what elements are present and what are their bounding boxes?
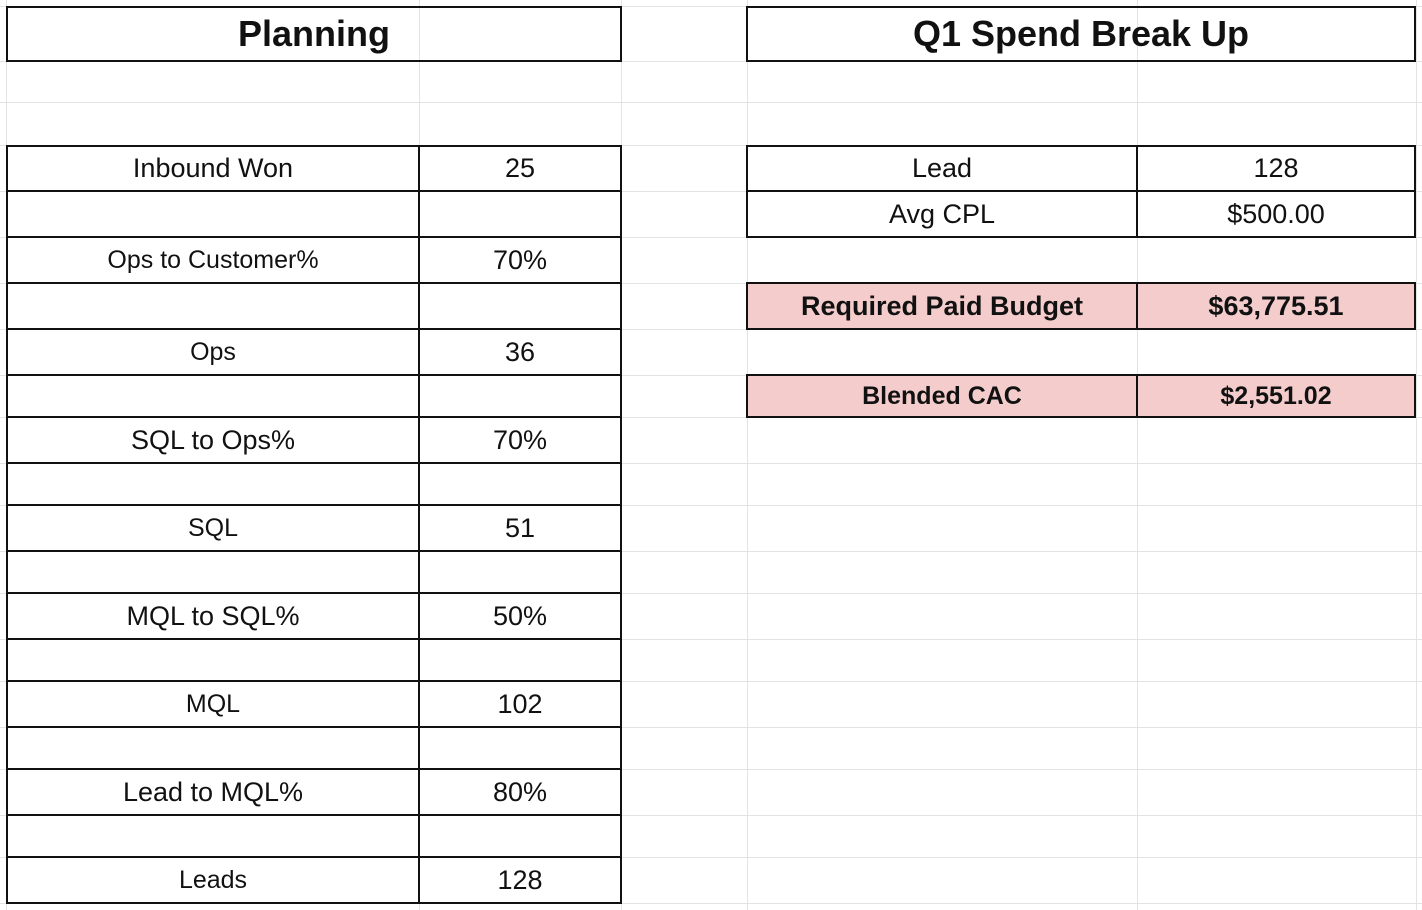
planning-empty-cell[interactable] (6, 550, 420, 594)
planning-empty-cell[interactable] (6, 190, 420, 238)
gridline (0, 593, 1422, 594)
planning-row-inbound-won-value[interactable]: 25 (418, 145, 622, 192)
gridline (0, 283, 1422, 284)
spend-blended-cac-value[interactable]: $2,551.02 (1136, 374, 1416, 418)
gridline (0, 329, 1422, 330)
spend-required-paid-budget-value[interactable]: $63,775.51 (1136, 282, 1416, 330)
gridline (0, 237, 1422, 238)
planning-title[interactable]: Planning (6, 6, 622, 62)
gridline (0, 191, 1422, 192)
planning-row-mql-to-sql-label[interactable]: MQL to SQL% (6, 592, 420, 640)
planning-row-inbound-won-label[interactable]: Inbound Won (6, 145, 420, 192)
gridline (0, 857, 1422, 858)
gridline (0, 417, 1422, 418)
gridline (0, 375, 1422, 376)
planning-empty-cell[interactable] (418, 814, 622, 858)
planning-row-leads-label[interactable]: Leads (6, 856, 420, 904)
spend-blended-cac-label[interactable]: Blended CAC (746, 374, 1138, 418)
planning-empty-cell[interactable] (6, 638, 420, 682)
spend-title[interactable]: Q1 Spend Break Up (746, 6, 1416, 62)
planning-row-sql-to-ops-value[interactable]: 70% (418, 416, 622, 464)
planning-empty-cell[interactable] (6, 462, 420, 506)
planning-row-lead-to-mql-label[interactable]: Lead to MQL% (6, 768, 420, 816)
gridline (0, 769, 1422, 770)
gridline (0, 681, 1422, 682)
planning-row-sql-value[interactable]: 51 (418, 504, 622, 552)
planning-empty-cell[interactable] (6, 814, 420, 858)
gridline (0, 551, 1422, 552)
gridline (0, 463, 1422, 464)
gridline (0, 505, 1422, 506)
planning-row-ops-value[interactable]: 36 (418, 328, 622, 376)
gridline (0, 727, 1422, 728)
planning-empty-cell[interactable] (418, 282, 622, 330)
gridline (1137, 0, 1138, 910)
planning-empty-cell[interactable] (418, 462, 622, 506)
planning-row-mql-label[interactable]: MQL (6, 680, 420, 728)
planning-empty-cell[interactable] (418, 190, 622, 238)
planning-row-lead-to-mql-value[interactable]: 80% (418, 768, 622, 816)
planning-row-ops-to-customer-value[interactable]: 70% (418, 236, 622, 284)
spend-avg-cpl-value[interactable]: $500.00 (1136, 190, 1416, 238)
spend-lead-label[interactable]: Lead (746, 145, 1138, 192)
spend-avg-cpl-label[interactable]: Avg CPL (746, 190, 1138, 238)
planning-empty-cell[interactable] (418, 550, 622, 594)
planning-empty-cell[interactable] (418, 726, 622, 770)
planning-row-ops-label[interactable]: Ops (6, 328, 420, 376)
gridline (0, 903, 1422, 904)
planning-empty-cell[interactable] (6, 726, 420, 770)
planning-empty-cell[interactable] (6, 374, 420, 418)
gridline (0, 102, 1422, 103)
planning-empty-cell[interactable] (418, 374, 622, 418)
planning-row-leads-value[interactable]: 128 (418, 856, 622, 904)
planning-empty-cell[interactable] (418, 638, 622, 682)
planning-row-sql-to-ops-label[interactable]: SQL to Ops% (6, 416, 420, 464)
planning-empty-cell[interactable] (6, 282, 420, 330)
planning-row-mql-to-sql-value[interactable]: 50% (418, 592, 622, 640)
gridline (0, 6, 1422, 7)
gridline (747, 0, 748, 910)
planning-row-mql-value[interactable]: 102 (418, 680, 622, 728)
gridline (0, 815, 1422, 816)
gridline (0, 61, 1422, 62)
gridline (0, 639, 1422, 640)
spend-lead-value[interactable]: 128 (1136, 145, 1416, 192)
planning-row-ops-to-customer-label[interactable]: Ops to Customer% (6, 236, 420, 284)
gridline (0, 145, 1422, 146)
planning-row-sql-label[interactable]: SQL (6, 504, 420, 552)
gridline (1416, 0, 1417, 910)
spend-required-paid-budget-label[interactable]: Required Paid Budget (746, 282, 1138, 330)
